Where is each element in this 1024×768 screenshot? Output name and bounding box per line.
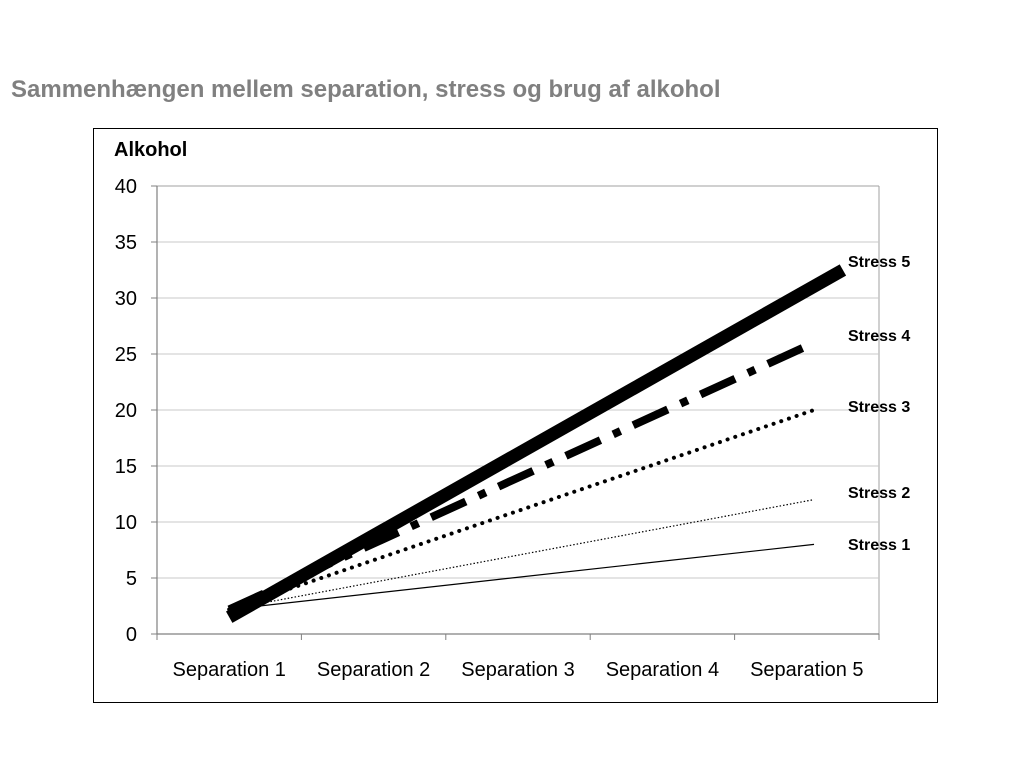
- series-line-stress-3: [227, 408, 817, 612]
- series-label-stress-5: Stress 5: [848, 254, 910, 271]
- y-tick-label: 35: [115, 232, 137, 254]
- y-axis-label: Alkohol: [114, 139, 187, 161]
- series-line-stress-1: [229, 543, 815, 610]
- series-label-stress-1: Stress 1: [848, 537, 910, 554]
- chart-frame: [93, 128, 938, 703]
- series-lines: [225, 264, 847, 623]
- series-labels: Stress 1 Stress 2 Stress 3 Stress 4 Stress 5: [848, 254, 910, 554]
- x-tick-label: Separation 2: [317, 659, 430, 681]
- slide-title: Sammenhængen mellem separation, stress o…: [11, 76, 721, 103]
- x-tick-label: Separation 3: [461, 659, 574, 681]
- y-tick-label: 20: [115, 400, 137, 422]
- x-tick-label: Separation 1: [172, 659, 285, 681]
- series-line-stress-5: [225, 264, 847, 623]
- y-tick-label: 5: [126, 568, 137, 590]
- series-label-stress-4: Stress 4: [848, 328, 910, 345]
- series-label-stress-3: Stress 3: [848, 399, 910, 416]
- series-label-stress-2: Stress 2: [848, 485, 910, 502]
- y-tick-label: 10: [115, 512, 137, 534]
- y-tick-label: 40: [115, 176, 137, 198]
- gridlines: [157, 185, 880, 634]
- y-tick-label: 15: [115, 456, 137, 478]
- series-line-stress-2: [229, 499, 815, 610]
- x-tick-label: Separation 5: [750, 659, 863, 681]
- y-tick-label: 25: [115, 344, 137, 366]
- y-tick-label: 30: [115, 288, 137, 310]
- y-tick-label: 0: [126, 624, 137, 646]
- x-tick-label: Separation 4: [606, 659, 719, 681]
- axes: 0 5 10 15 20 25 30 35 40 Separation 1 Separation 2…: [115, 176, 880, 681]
